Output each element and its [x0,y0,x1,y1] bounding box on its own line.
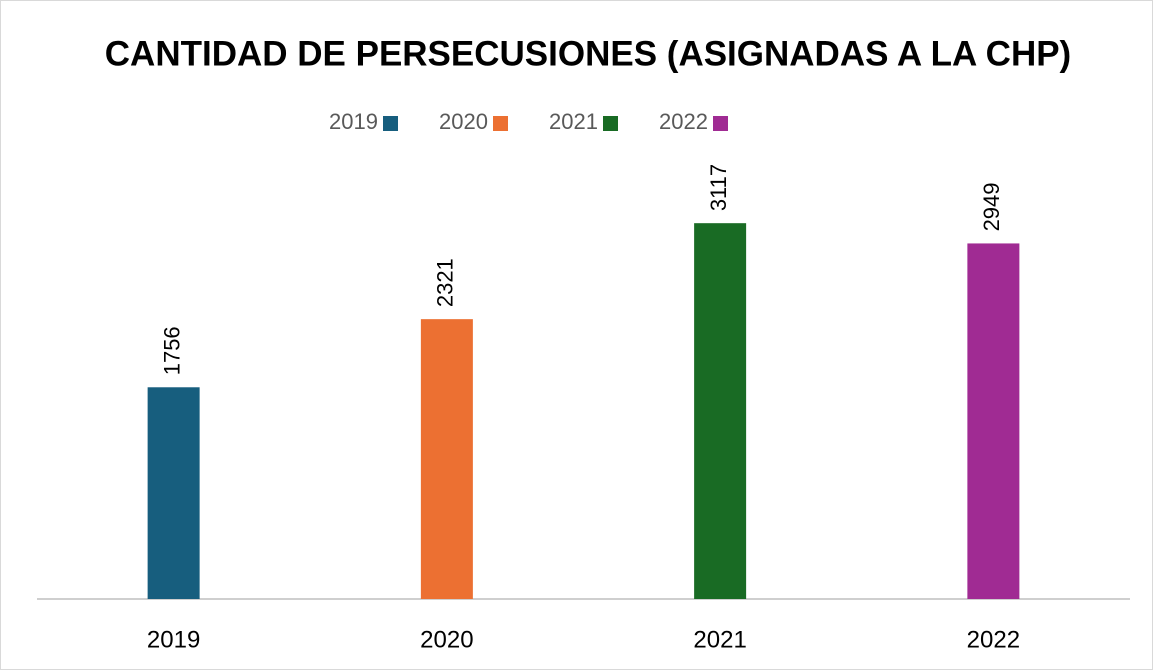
x-tick-label: 2022 [967,626,1020,653]
legend-swatch [383,116,398,131]
data-label: 2321 [433,258,458,307]
x-tick-label: 2021 [693,626,746,653]
data-label: 3117 [706,164,731,211]
legend-swatch [603,116,618,131]
legend-label: 2019 [329,109,378,134]
legend-label: 2022 [659,109,708,134]
bar [967,243,1020,599]
legend-label: 2021 [549,109,598,134]
x-tick-label: 2020 [420,626,473,653]
chart-title: CANTIDAD DE PERSECUSIONES (ASIGNADAS A L… [105,34,1071,73]
legend-label: 2020 [439,109,488,134]
bar [420,319,473,599]
data-label: 1756 [159,326,184,375]
x-tick-label: 2019 [147,626,200,653]
data-label: 2949 [979,182,1004,231]
bar [694,223,747,599]
bar [147,387,200,599]
legend-swatch [713,116,728,131]
legend-swatch [493,116,508,131]
